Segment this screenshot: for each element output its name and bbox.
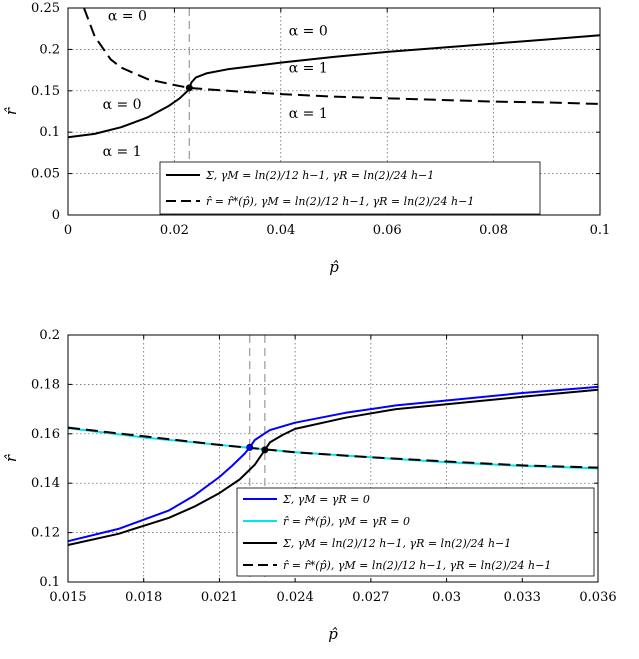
y-tick-label: 0.15 <box>31 84 60 99</box>
region-annotation: α = 1 <box>289 106 328 122</box>
bottom-chart-series <box>67 385 599 546</box>
x-tick-label: 0.03 <box>432 590 461 605</box>
intersection-marker <box>246 443 254 451</box>
legend-label: Σ, γM = ln(2)/12 h−1, γR = ln(2)/24 h−1 <box>205 169 434 182</box>
top-chart: α = 0 α = 0 α = 1 α = 0 α = 1 α = 1 0 0.02 0.04… <box>2 1 610 276</box>
bottom-chart-ticks: 0.015 0.018 0.021 0.024 0.027 0.03 0.033 0.036 0… <box>31 328 617 605</box>
legend-box <box>159 161 541 215</box>
y-tick-label: 0.2 <box>39 328 60 343</box>
intersection-marker <box>261 446 269 454</box>
legend-label: Σ, γM = γR = 0 <box>282 493 370 506</box>
y-tick-label: 0.05 <box>31 167 60 182</box>
region-annotation: α = 0 <box>289 23 328 39</box>
bottom-chart-frame <box>67 334 599 583</box>
top-chart-series <box>67 7 601 139</box>
bottom-chart: 0.015 0.018 0.021 0.024 0.027 0.03 0.033 0.036 0… <box>2 328 617 643</box>
x-tick-label: 0.024 <box>277 590 314 605</box>
series-line <box>67 388 599 546</box>
y-tick-label: 0.18 <box>31 377 60 392</box>
bottom-chart-legend: Σ, γM = γR = 0 r̂ = r̂*(p̂), γM = γR = 0 Σ… <box>236 487 595 577</box>
x-tick-label: 0 <box>64 223 72 238</box>
x-tick-label: 0.021 <box>201 590 238 605</box>
series-line <box>67 426 599 469</box>
y-tick-label: 0.14 <box>31 476 60 491</box>
y-tick-label: 0.1 <box>39 125 60 140</box>
series-line <box>67 87 191 139</box>
y-tick-label: 0.16 <box>31 427 60 442</box>
y-tick-label: 0 <box>52 208 60 223</box>
x-tick-label: 0.015 <box>49 590 86 605</box>
top-chart-y-axis-label: r̂ <box>2 107 20 115</box>
y-tick-label: 0.2 <box>39 42 60 57</box>
intersection-marker <box>185 84 193 92</box>
region-annotation: α = 1 <box>103 144 142 160</box>
x-tick-label: 0.027 <box>352 590 389 605</box>
region-annotation: α = 0 <box>103 97 142 113</box>
series-line <box>67 385 599 543</box>
y-tick-label: 0.25 <box>31 1 60 16</box>
top-chart-x-axis-label: p̂ <box>329 258 339 276</box>
region-annotation: α = 0 <box>108 8 147 24</box>
bottom-chart-x-axis-label: p̂ <box>328 625 338 643</box>
x-tick-label: 0.1 <box>590 223 611 238</box>
series-line <box>83 7 601 105</box>
top-chart-frame <box>67 7 601 216</box>
x-tick-label: 0.04 <box>266 223 295 238</box>
y-tick-label: 0.1 <box>39 575 60 590</box>
legend-label: r̂ = r̂*(p̂), γM = ln(2)/12 h−1, γR = ln… <box>283 559 551 572</box>
legend-box <box>236 487 595 577</box>
series-line <box>188 34 601 89</box>
x-tick-label: 0.06 <box>373 223 402 238</box>
top-chart-legend: Σ, γM = ln(2)/12 h−1, γR = ln(2)/24 h−1 r… <box>159 161 541 215</box>
top-chart-ticks: 0 0.02 0.04 0.06 0.08 0.1 0 0.05 0.1 0.15 0.2 0.25 <box>31 1 610 238</box>
x-tick-label: 0.018 <box>125 590 162 605</box>
region-annotation: α = 1 <box>289 61 328 77</box>
legend-label: Σ, γM = ln(2)/12 h−1, γR = ln(2)/24 h−1 <box>282 537 511 550</box>
x-tick-label: 0.033 <box>504 590 541 605</box>
bottom-chart-reference-lines <box>249 335 266 582</box>
y-tick-label: 0.12 <box>31 526 60 541</box>
top-chart-annotations: α = 0 α = 0 α = 1 α = 0 α = 1 α = 1 <box>103 8 328 160</box>
x-tick-label: 0.02 <box>160 223 189 238</box>
bottom-chart-y-axis-label: r̂ <box>2 454 20 462</box>
legend-label: r̂ = r̂*(p̂), γM = γR = 0 <box>283 515 410 528</box>
x-tick-label: 0.036 <box>579 590 616 605</box>
legend-label: r̂ = r̂*(p̂), γM = ln(2)/12 h−1, γR = ln… <box>206 195 474 208</box>
x-tick-label: 0.08 <box>479 223 508 238</box>
